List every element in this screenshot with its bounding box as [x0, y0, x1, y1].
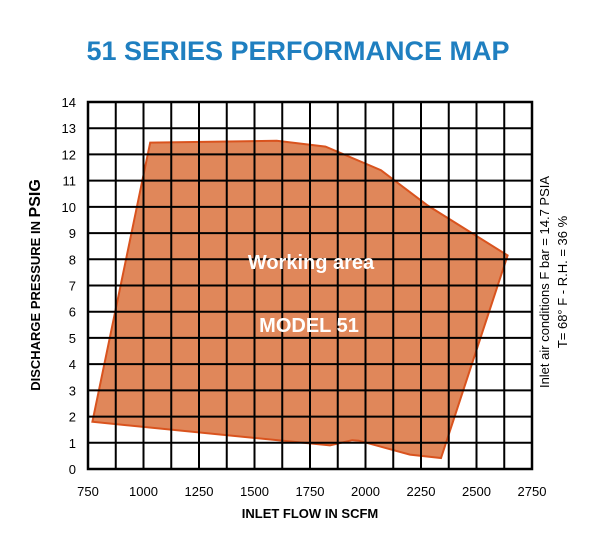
- x-tick-label: 2750: [518, 484, 547, 499]
- y-tick-label: 8: [69, 252, 76, 267]
- x-tick-label: 1000: [129, 484, 158, 499]
- tick-labels: 750 1000 1250 1500 1750 2000 2250 2500 275001234…: [62, 95, 547, 499]
- y-tick-label: 12: [62, 147, 76, 162]
- plot-frame: [86, 100, 534, 471]
- y-tick-label: 9: [69, 226, 76, 241]
- working-area-region: [91, 139, 509, 460]
- chart-title: 51 SERIES PERFORMANCE MAP: [86, 36, 509, 66]
- x-tick-label: 1250: [185, 484, 214, 499]
- y-tick-label: 7: [69, 279, 76, 294]
- working-area-label: Working area: [248, 252, 375, 274]
- y-axis-label-unit: PSIG: [27, 179, 44, 217]
- y-tick-label: 1: [69, 436, 76, 451]
- x-tick-label: 750: [77, 484, 99, 499]
- y-tick-label: 3: [69, 383, 76, 398]
- x-axis-label: INLET FLOW IN SCFM: [242, 506, 378, 521]
- y-axis-label-prefix: DISCHARGE PRESSURE IN: [28, 217, 43, 390]
- y-axis-label: DISCHARGE PRESSURE IN PSIG: [27, 179, 44, 391]
- y-tick-label: 2: [69, 410, 76, 425]
- model-label: MODEL 51: [259, 315, 359, 337]
- y-tick-label: 13: [62, 121, 76, 136]
- y-tick-label: 10: [62, 200, 76, 215]
- x-tick-label: 1750: [296, 484, 325, 499]
- y-tick-label: 0: [69, 462, 76, 477]
- y-tick-label: 6: [69, 305, 76, 320]
- y-tick-label: 11: [63, 174, 77, 189]
- conditions-line-1: Inlet air conditions F bar = 14.7 PSIA: [537, 176, 552, 388]
- y-tick-label: 4: [69, 357, 76, 372]
- y-tick-label: 5: [69, 331, 76, 346]
- x-tick-label: 1500: [240, 484, 269, 499]
- y-tick-label: 14: [62, 95, 76, 110]
- x-tick-label: 2500: [462, 484, 491, 499]
- x-tick-label: 2000: [351, 484, 380, 499]
- x-tick-label: 2250: [407, 484, 436, 499]
- conditions-line-2: T= 68° F - R.H. = 36 %: [555, 215, 570, 348]
